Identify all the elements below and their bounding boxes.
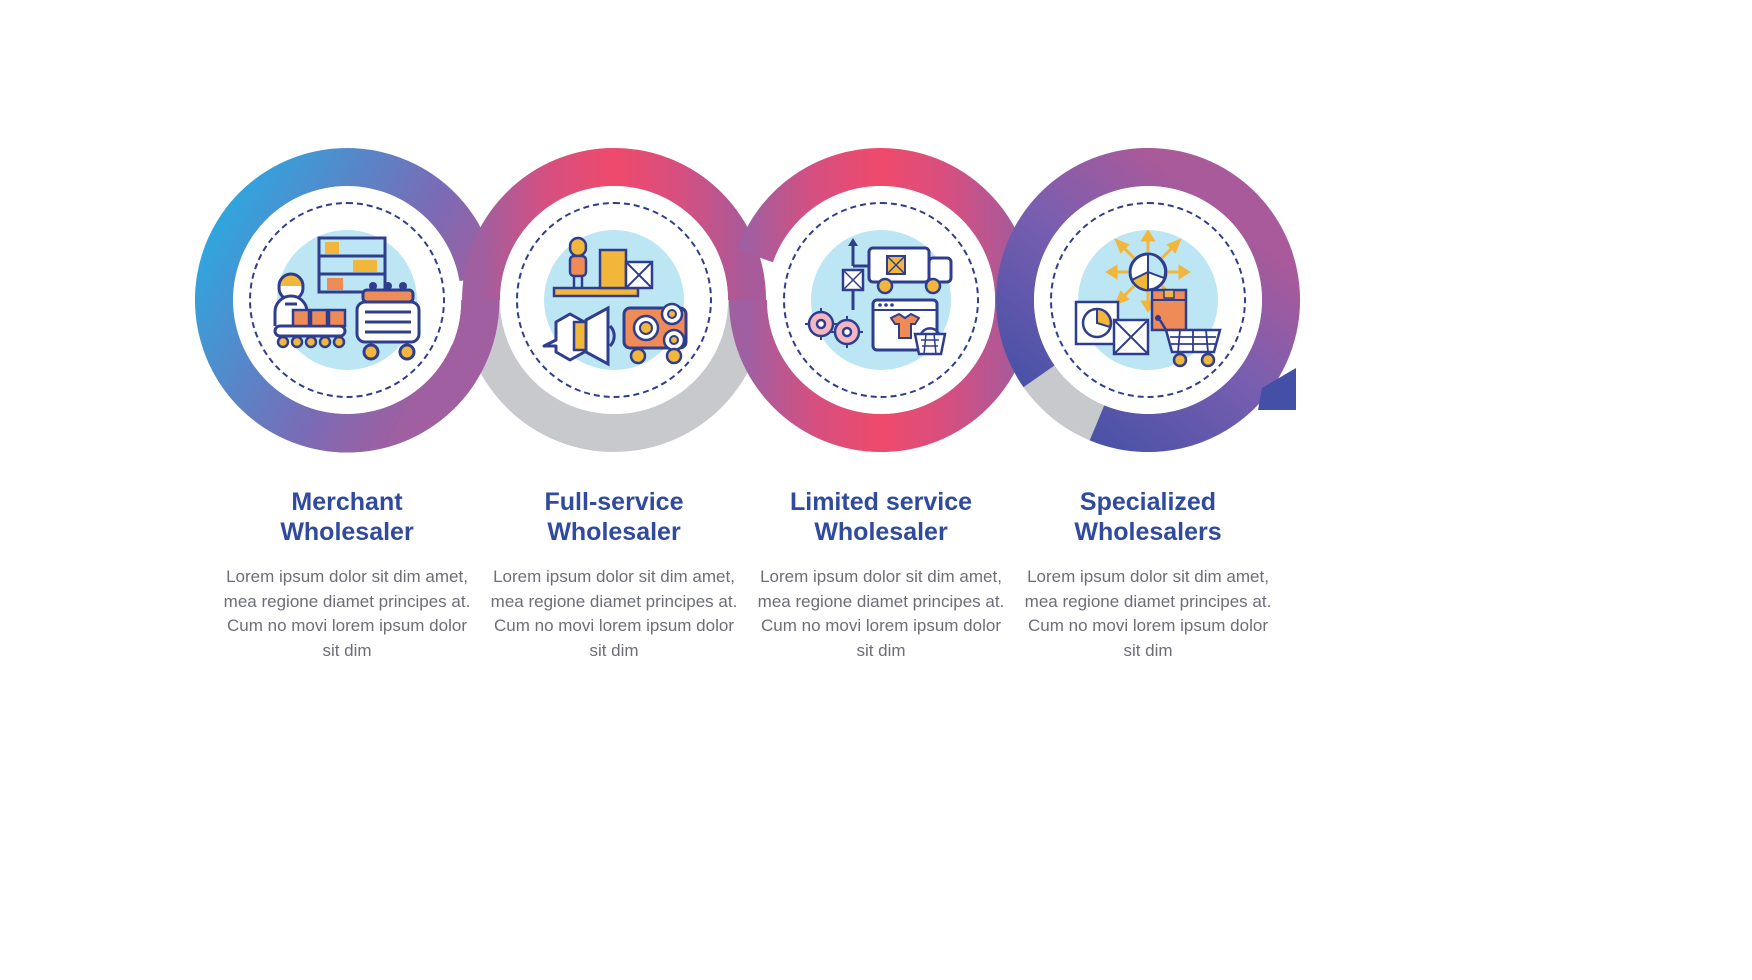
heading-3-line2: Wholesaler [814, 518, 947, 546]
infographic-stage: Merchant Wholesaler Lorem ipsum dolor si… [0, 0, 1752, 980]
limited-service-wholesaler-icon [791, 230, 971, 370]
specialized-wholesalers-icon [1058, 230, 1238, 370]
full-service-wholesaler-icon [524, 230, 704, 370]
heading-4-line2: Wholesalers [1074, 518, 1221, 546]
heading-3: Limited service Wholesaler [755, 488, 1007, 547]
body-4: Lorem ipsum dolor sit dim amet, mea regi… [1022, 565, 1274, 664]
heading-3-line1: Limited service [790, 488, 972, 516]
heading-1: Merchant Wholesaler [221, 488, 473, 547]
body-1: Lorem ipsum dolor sit dim amet, mea regi… [221, 565, 473, 664]
merchant-wholesaler-icon [257, 230, 437, 370]
inner-circle-2 [500, 186, 728, 414]
body-2: Lorem ipsum dolor sit dim amet, mea regi… [488, 565, 740, 664]
heading-2-line2: Wholesaler [547, 518, 680, 546]
heading-2: Full-service Wholesaler [488, 488, 740, 547]
heading-1-line1: Merchant [291, 488, 402, 516]
text-col-3: Limited service Wholesaler Lorem ipsum d… [755, 488, 1007, 664]
text-col-4: Specialized Wholesalers Lorem ipsum dolo… [1022, 488, 1274, 664]
heading-1-line2: Wholesaler [280, 518, 413, 546]
inner-circle-4 [1034, 186, 1262, 414]
body-3: Lorem ipsum dolor sit dim amet, mea regi… [755, 565, 1007, 664]
inner-circle-1 [233, 186, 461, 414]
text-col-1: Merchant Wholesaler Lorem ipsum dolor si… [221, 488, 473, 664]
text-col-2: Full-service Wholesaler Lorem ipsum dolo… [488, 488, 740, 664]
inner-circle-3 [767, 186, 995, 414]
heading-4-line1: Specialized [1080, 488, 1216, 516]
heading-4: Specialized Wholesalers [1022, 488, 1274, 547]
heading-2-line1: Full-service [545, 488, 684, 516]
